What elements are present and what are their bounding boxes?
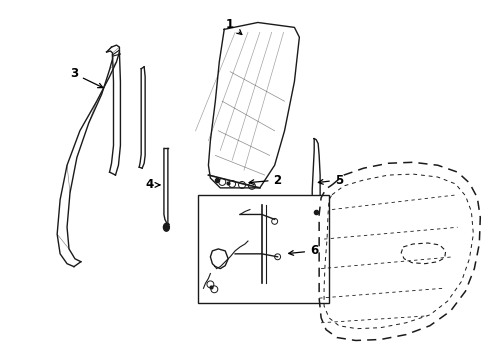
Ellipse shape: [163, 223, 169, 231]
Text: 4: 4: [144, 179, 160, 192]
FancyBboxPatch shape: [197, 195, 328, 303]
Text: 5: 5: [318, 174, 343, 186]
Text: 3: 3: [70, 67, 102, 88]
Text: 6: 6: [288, 244, 318, 257]
Text: 1: 1: [225, 18, 242, 35]
Text: 2: 2: [249, 174, 281, 186]
